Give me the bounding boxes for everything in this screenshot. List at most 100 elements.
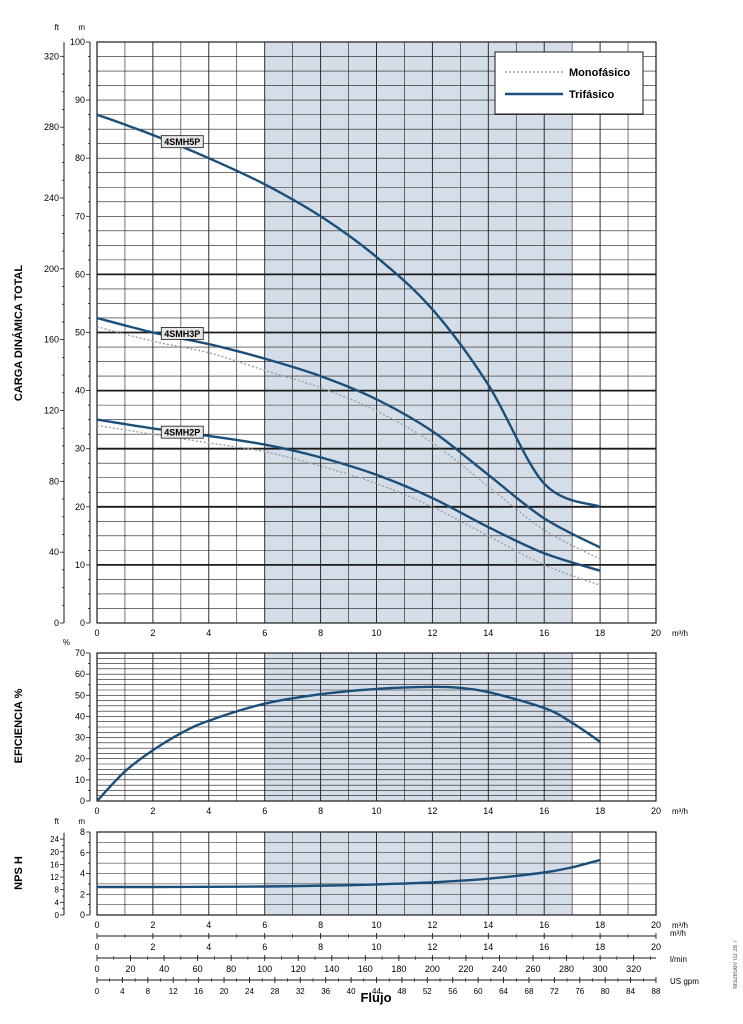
- flow-axis-tick-label: 320: [626, 964, 641, 974]
- curve-label: 4SMH2P: [164, 428, 200, 438]
- npsh-curve: [96, 858, 601, 889]
- flow-axis-tick-label: 4: [206, 942, 211, 952]
- x-tick-label: 8: [318, 628, 323, 638]
- x-tick-label: 12: [427, 920, 437, 930]
- flow-axis-tick-label: 88: [652, 987, 661, 996]
- y-tick-label-ft: 120: [44, 405, 59, 415]
- flow-axis-tick-label: 180: [391, 964, 406, 974]
- curve-label: 4SMH3P: [164, 329, 200, 339]
- flow-axis-tick-label: 44: [372, 987, 381, 996]
- efficiency-axis-title: EFICIENCIA %: [13, 688, 25, 763]
- x-tick-label: 4: [206, 806, 211, 816]
- flow-axis-tick-label: 0: [95, 987, 100, 996]
- y-tick-label-ft: 20: [50, 848, 59, 857]
- flow-axis-tick-label: 36: [321, 987, 330, 996]
- y-tick-label-m: 100: [70, 37, 85, 47]
- flow-axis-tick-label: 10: [371, 942, 381, 952]
- flow-axis-tick-label: 160: [358, 964, 373, 974]
- x-tick-label: 10: [371, 920, 381, 930]
- x-tick-label: 0: [94, 628, 99, 638]
- flow-axis-tick-label: 100: [257, 964, 272, 974]
- y-unit-m: m: [78, 817, 85, 826]
- y-tick-label-m: 40: [75, 386, 85, 396]
- x-tick-label: 16: [539, 628, 549, 638]
- y-tick-label-ft: 4: [55, 898, 60, 907]
- flow-axis-tick-label: 14: [483, 942, 493, 952]
- trifasico-curve: [96, 113, 601, 508]
- x-tick-label: 18: [595, 920, 605, 930]
- y-tick-label-m: 30: [75, 444, 85, 454]
- flow-axis-tick-label: 280: [559, 964, 574, 974]
- flow-axis-tick-label: 56: [448, 987, 457, 996]
- y-tick-label-pct: 40: [75, 711, 85, 721]
- y-tick-label-ft: 160: [44, 335, 59, 345]
- flow-axis-tick-label: 60: [474, 987, 483, 996]
- y-tick-label-m: 8: [80, 827, 85, 837]
- x-tick-label: 16: [539, 920, 549, 930]
- flow-axis-unit: l/min: [670, 955, 687, 964]
- flow-axis-tick-label: 84: [626, 987, 635, 996]
- flow-axis-unit: US gpm: [670, 977, 699, 986]
- legend-box: [494, 51, 644, 115]
- x-tick-label: 20: [651, 806, 661, 816]
- flow-axis-tick-label: 2: [150, 942, 155, 952]
- y-tick-label-ft: 240: [44, 193, 59, 203]
- x-tick-label: 2: [150, 920, 155, 930]
- flow-axis-tick-label: 260: [526, 964, 541, 974]
- flow-axis-tick-label: 72: [550, 987, 559, 996]
- flow-axis-unit: m³/h: [670, 929, 686, 938]
- y-tick-label-m: 4: [80, 869, 85, 879]
- x-tick-label: 6: [262, 628, 267, 638]
- y-tick-label-pct: 70: [75, 648, 85, 658]
- x-tick-label: 14: [483, 806, 493, 816]
- x-unit-label: m³/h: [672, 807, 688, 816]
- efficiency-curve: [96, 685, 601, 802]
- y-tick-label-m: 0: [80, 618, 85, 628]
- flow-axis-tick-label: 12: [427, 942, 437, 952]
- y-tick-label-m: 2: [80, 889, 85, 899]
- x-tick-label: 20: [651, 628, 661, 638]
- flow-axis-tick-label: 52: [423, 987, 432, 996]
- y-tick-label-ft: 80: [49, 476, 59, 486]
- x-tick-label: 10: [371, 628, 381, 638]
- x-tick-label: 6: [262, 920, 267, 930]
- y-tick-label-pct: 10: [75, 775, 85, 785]
- flow-axis-tick-label: 80: [226, 964, 236, 974]
- x-tick-label: 4: [206, 628, 211, 638]
- flow-axis-tick-label: 76: [575, 987, 584, 996]
- flow-axis-tick-label: 220: [458, 964, 473, 974]
- y-unit-m: m: [78, 23, 85, 32]
- x-tick-label: 16: [539, 806, 549, 816]
- y-tick-label-ft: 0: [54, 618, 59, 628]
- flow-axis-tick-label: 300: [593, 964, 608, 974]
- document-code: MS26S6V 02 28 7: [733, 940, 739, 989]
- flow-axis-tick-label: 12: [169, 987, 178, 996]
- y-tick-label-ft: 200: [44, 264, 59, 274]
- x-tick-label: 20: [651, 920, 661, 930]
- flow-axis-tick-label: 20: [651, 942, 661, 952]
- y-tick-label-ft: 40: [49, 547, 59, 557]
- y-unit-ft: ft: [55, 23, 60, 32]
- flow-axis-tick-label: 60: [193, 964, 203, 974]
- flow-axis-tick-label: 48: [397, 987, 406, 996]
- legend-label-trifasico: Trifásico: [569, 89, 615, 101]
- efficiency-chart: 0 2 4 6 8 10 12 14 16 18 20 m³/h 0 10 20 30 40 50 60 70%: [63, 638, 688, 816]
- y-tick-label-ft: 280: [44, 122, 59, 132]
- curve-label-box: [160, 135, 204, 149]
- x-tick-label: 10: [371, 806, 381, 816]
- x-tick-label: 12: [427, 628, 437, 638]
- x-unit-label: m³/h: [672, 629, 688, 638]
- flow-axis-tick-label: 6: [262, 942, 267, 952]
- y-tick-label-m: 6: [80, 848, 85, 858]
- plot-frame: [96, 652, 657, 802]
- y-tick-label-m: 10: [75, 560, 85, 570]
- flow-axis-tick-label: 4: [120, 987, 125, 996]
- plot-frame: [96, 831, 657, 916]
- flow-axis-tick-label: 80: [601, 987, 610, 996]
- flow-axis-tick-label: 0: [94, 942, 99, 952]
- x-tick-label: 18: [595, 628, 605, 638]
- flow-axis-tick-label: 28: [270, 987, 279, 996]
- y-tick-label-ft: 24: [50, 835, 59, 844]
